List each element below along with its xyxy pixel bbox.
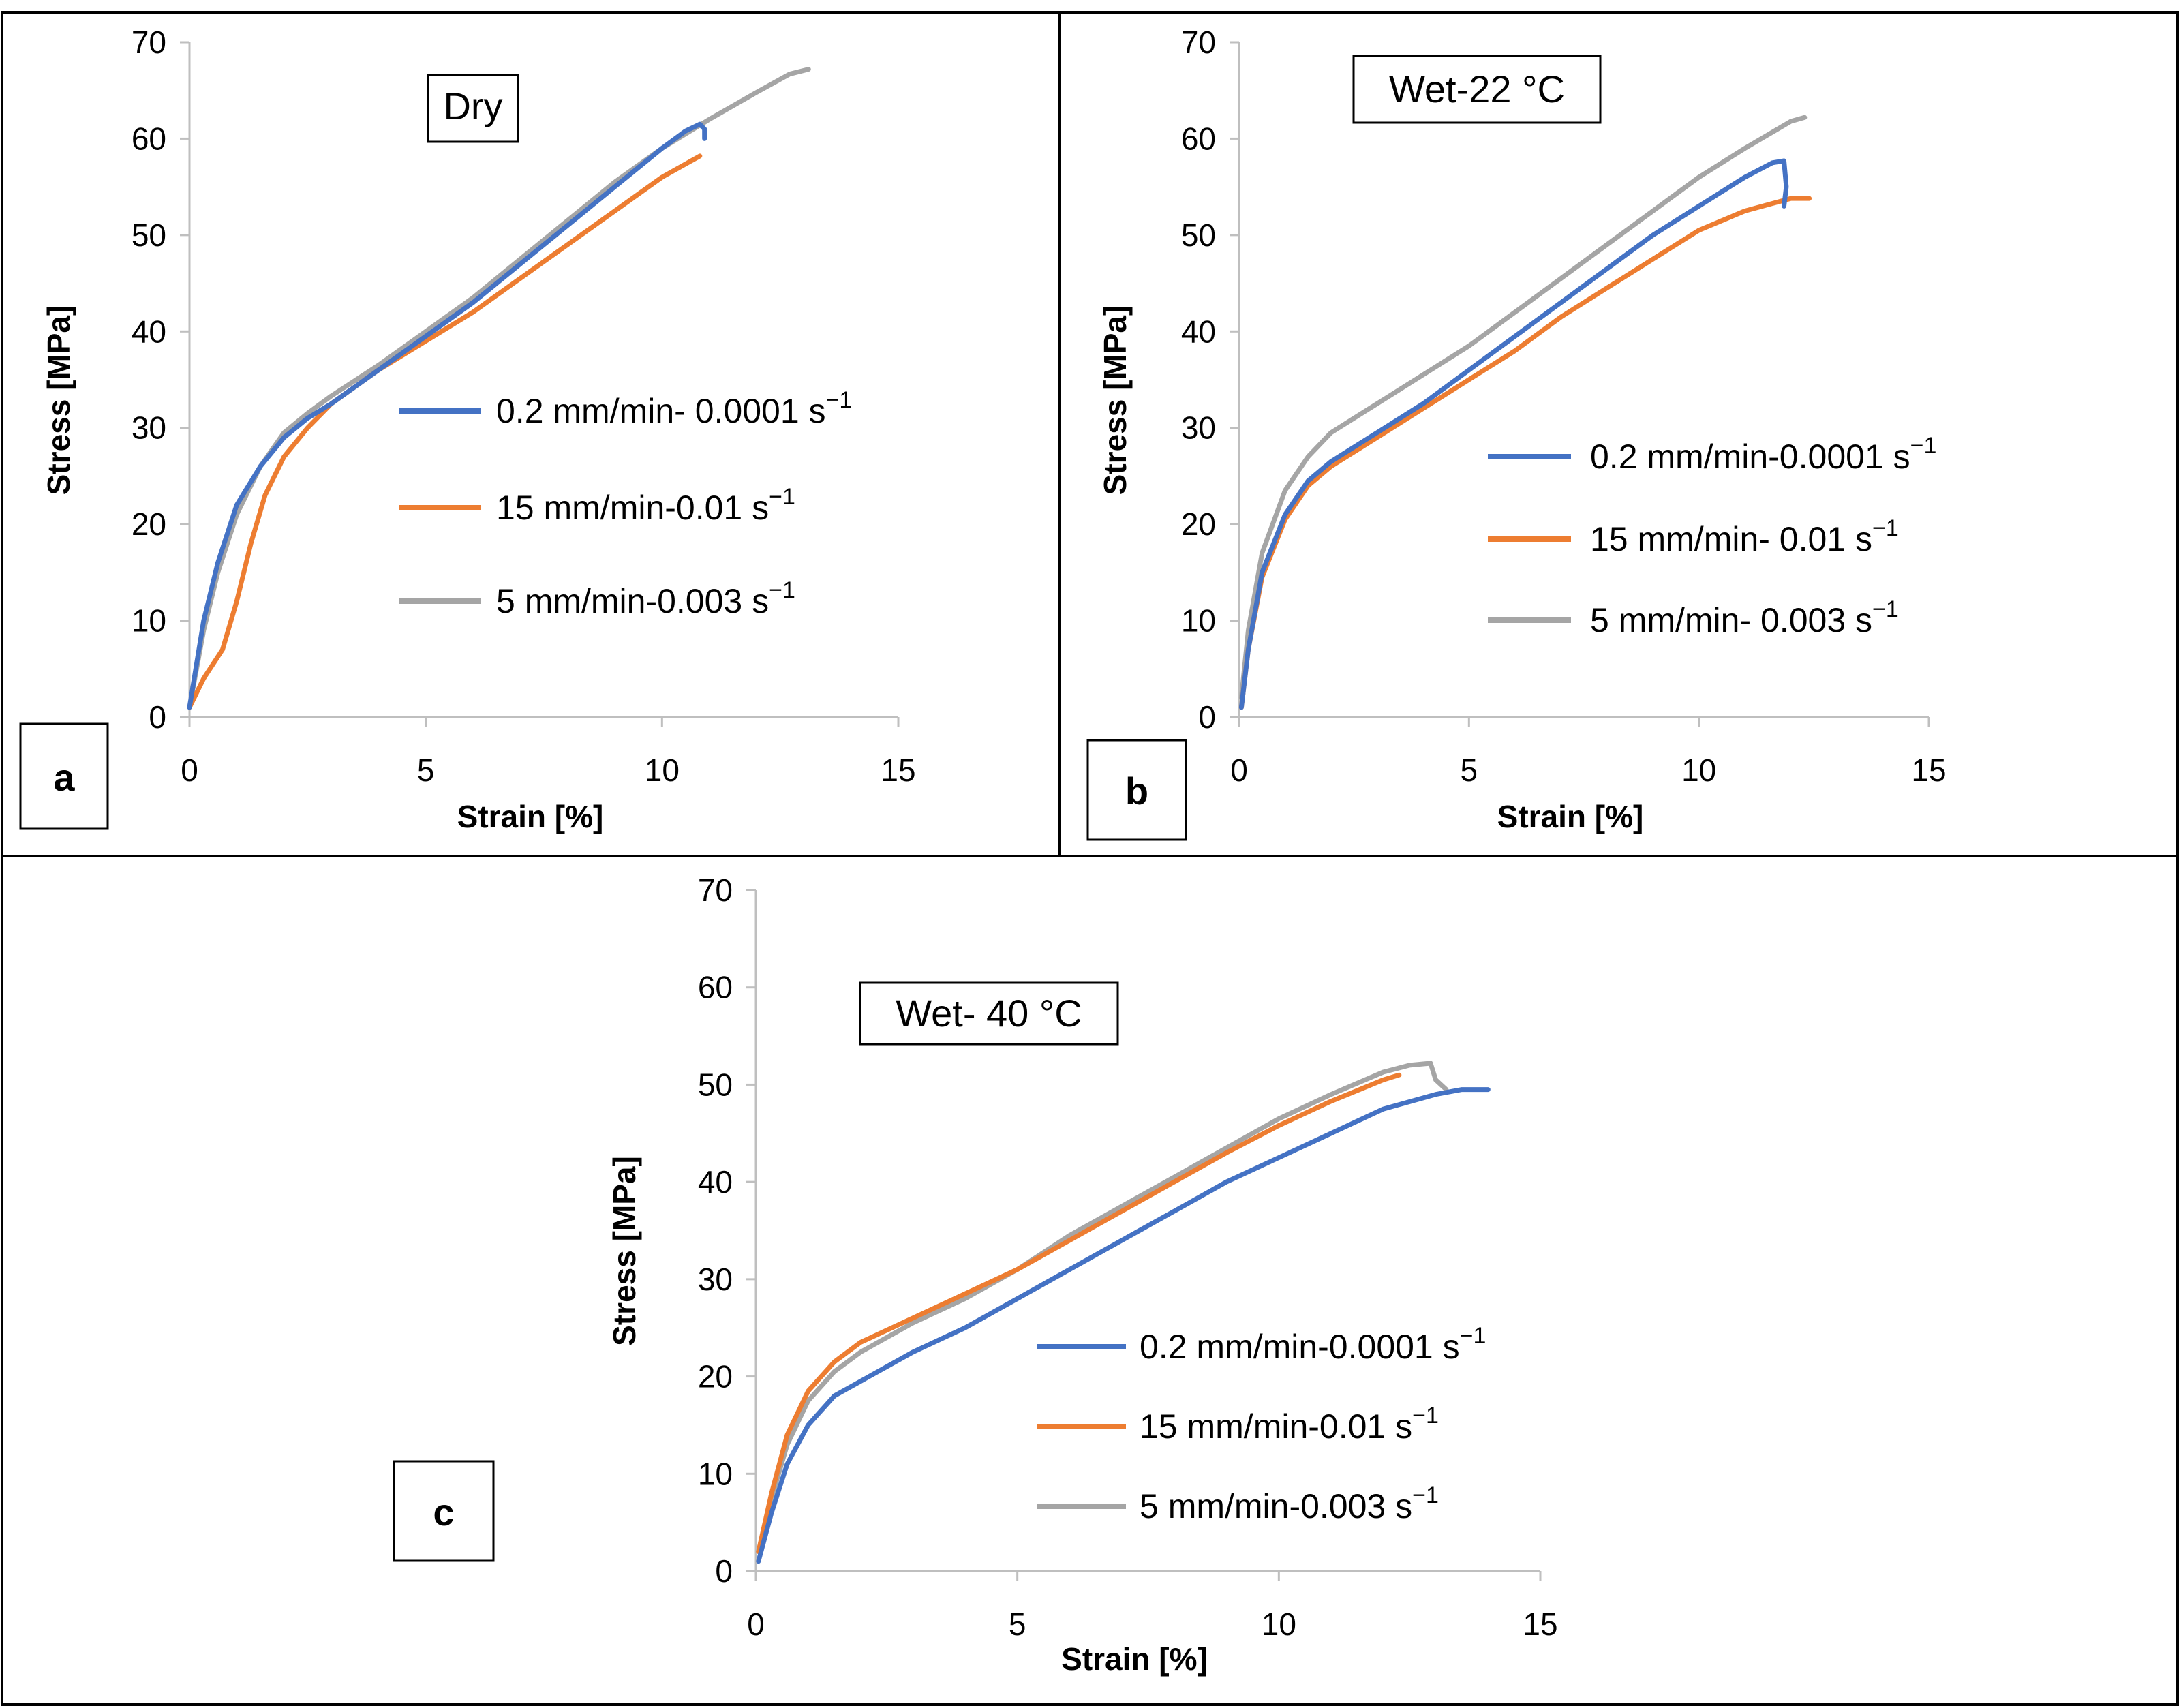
y-tick-label: 60: [698, 970, 733, 1005]
y-tick-label: 50: [1181, 217, 1216, 253]
x-tick-label: 15: [1523, 1606, 1557, 1642]
panel-c-condition-box: [859, 981, 1119, 1046]
legend-label-5mm: 5 mm/min-0.003 s−1: [1140, 1482, 1439, 1525]
y-tick-label: 20: [132, 506, 166, 542]
y-tick-label: 60: [1181, 121, 1216, 156]
x-tick-label: 5: [417, 752, 435, 788]
x-tick-label: 5: [1009, 1606, 1026, 1642]
x-axis-title: Strain [%]: [457, 799, 604, 834]
y-tick-label: 70: [1181, 25, 1216, 60]
legend-label-15mm: 15 mm/min-0.01 s−1: [1140, 1403, 1439, 1446]
x-tick-label: 0: [1230, 752, 1248, 788]
y-tick-label: 20: [698, 1359, 733, 1394]
panel-a-axes: 0 10 20 30 40 50 60 70 0 5 10 15 Strain [%] Stress [M…: [41, 25, 916, 834]
series-line-0: [1238, 158, 1789, 710]
panel-b-series-group: [1238, 115, 1812, 710]
legend-label-0.2mm: 0.2 mm/min-0.0001 s−1: [1590, 433, 1936, 476]
y-tick-label: 20: [1181, 506, 1216, 542]
panel-b-letter: b: [1125, 769, 1148, 812]
panel-a: 0 10 20 30 40 50 60 70 0 5 10 15 Strain [%] Stress [M…: [19, 25, 916, 834]
figure-frame: [1, 11, 2179, 1706]
y-tick-label: 0: [1198, 699, 1216, 735]
legend-label-15mm: 15 mm/min- 0.01 s−1: [1590, 515, 1899, 558]
y-tick-label: 0: [715, 1553, 733, 1589]
panel-a-letter: a: [53, 756, 75, 799]
panel-a-condition-box: [427, 74, 519, 143]
y-tick-label: 40: [132, 314, 166, 349]
panel-c-legend: 0.2 mm/min-0.0001 s−1 15 mm/min-0.01 s−1…: [1037, 1323, 1486, 1525]
y-tick-label: 70: [132, 25, 166, 60]
series-line-0: [187, 121, 707, 710]
legend-label-0.2mm: 0.2 mm/min- 0.0001 s−1: [496, 387, 852, 430]
panel-b-letter-box: [1086, 739, 1187, 841]
x-tick-label: 10: [1681, 752, 1716, 788]
panel-a-series-group: [187, 67, 811, 710]
legend-label-5mm: 5 mm/min-0.003 s−1: [496, 577, 795, 620]
panel-b-axes: 0 10 20 30 40 50 60 70 0 5 10 15 Strain [%] Stress [M…: [1097, 25, 1947, 834]
y-tick-label: 10: [1181, 603, 1216, 639]
panel-b: 0 10 20 30 40 50 60 70 0 5 10 15 Strain [%] Stress [M…: [1086, 25, 1947, 841]
series-line-1: [187, 153, 703, 710]
y-tick-label: 30: [698, 1262, 733, 1297]
panel-c-condition-label: Wet- 40 °C: [896, 992, 1082, 1035]
panel-c-axes: 0 10 20 30 40 50 60 70 0 5 10 15 Strain [%] Stress [M…: [607, 872, 1558, 1677]
legend-label-5mm: 5 mm/min- 0.003 s−1: [1590, 596, 1899, 639]
series-line-2: [1238, 115, 1808, 701]
series-line-2: [187, 67, 811, 710]
panel-a-legend: 0.2 mm/min- 0.0001 s−1 15 mm/min-0.01 s−…: [399, 387, 852, 620]
panel-b-legend: 0.2 mm/min-0.0001 s−1 15 mm/min- 0.01 s−…: [1488, 433, 1936, 639]
x-tick-label: 0: [181, 752, 198, 788]
y-tick-label: 60: [132, 121, 166, 156]
y-tick-label: 50: [132, 217, 166, 253]
x-tick-label: 10: [1262, 1606, 1296, 1642]
y-tick-label: 50: [698, 1067, 733, 1102]
y-tick-label: 0: [149, 699, 166, 735]
y-axis-title: Stress [MPa]: [1097, 305, 1133, 495]
x-axis-title: Strain [%]: [1497, 799, 1644, 834]
panel-c: 0 10 20 30 40 50 60 70 0 5 10 15 Strain [%] Stress [M…: [393, 872, 1558, 1677]
y-tick-label: 10: [132, 603, 166, 639]
panel-a-condition-label: Dry: [443, 85, 502, 127]
x-tick-label: 0: [747, 1606, 765, 1642]
series-line-0: [756, 1087, 1491, 1564]
panel-c-letter-box: [393, 1460, 495, 1562]
x-axis-title: Strain [%]: [1061, 1641, 1208, 1677]
panel-c-series-group: [756, 1061, 1491, 1564]
x-tick-label: 10: [645, 752, 680, 788]
y-axis-title: Stress [MPa]: [41, 305, 76, 495]
legend-label-0.2mm: 0.2 mm/min-0.0001 s−1: [1140, 1323, 1486, 1366]
y-tick-label: 40: [1181, 314, 1216, 349]
x-tick-label: 15: [881, 752, 915, 788]
legend-label-15mm: 15 mm/min-0.01 s−1: [496, 484, 795, 527]
panel-b-condition-label: Wet-22 °C: [1389, 67, 1565, 110]
x-tick-label: 5: [1461, 752, 1478, 788]
y-axis-title: Stress [MPa]: [607, 1156, 642, 1346]
y-tick-label: 40: [698, 1164, 733, 1200]
panel-a-letter-box: [19, 722, 109, 830]
series-line-1: [756, 1072, 1402, 1554]
series-line-2: [756, 1061, 1449, 1554]
panel-c-letter: c: [433, 1491, 454, 1534]
y-tick-label: 30: [132, 410, 166, 446]
y-tick-label: 30: [1181, 410, 1216, 446]
y-tick-label: 10: [698, 1456, 733, 1491]
x-tick-label: 15: [1911, 752, 1946, 788]
y-tick-label: 70: [698, 872, 733, 908]
panel-b-condition-box: [1352, 55, 1602, 124]
